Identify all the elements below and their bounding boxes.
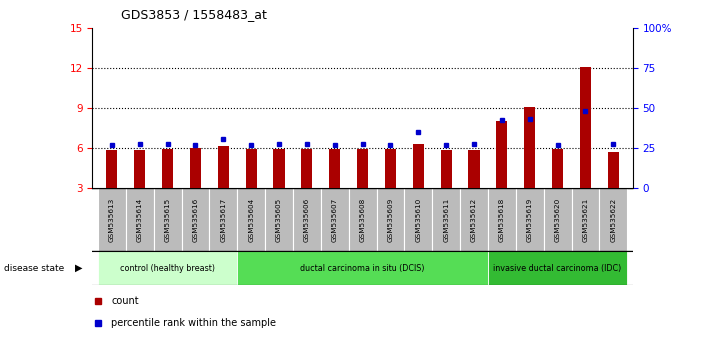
Bar	[460, 188, 488, 251]
Text: GSM535613: GSM535613	[109, 198, 115, 242]
Bar	[488, 188, 515, 251]
Text: GSM535608: GSM535608	[360, 198, 365, 242]
Bar	[321, 188, 348, 251]
Bar	[245, 149, 257, 188]
Text: GSM535621: GSM535621	[582, 198, 589, 242]
Text: GSM535605: GSM535605	[276, 198, 282, 242]
Bar	[190, 148, 201, 188]
Text: ductal carcinoma in situ (DCIS): ductal carcinoma in situ (DCIS)	[300, 264, 425, 273]
Bar	[329, 149, 341, 188]
Bar	[385, 149, 396, 188]
Bar	[348, 188, 377, 251]
Bar	[413, 144, 424, 188]
Text: percentile rank within the sample: percentile rank within the sample	[112, 318, 277, 328]
Text: GSM535618: GSM535618	[499, 198, 505, 242]
Text: ▶: ▶	[75, 263, 82, 273]
Bar	[162, 149, 173, 188]
Text: count: count	[112, 296, 139, 307]
Text: invasive ductal carcinoma (IDC): invasive ductal carcinoma (IDC)	[493, 264, 621, 273]
Bar	[210, 188, 237, 251]
Text: GSM535620: GSM535620	[555, 198, 560, 242]
Text: GSM535609: GSM535609	[387, 198, 393, 242]
Text: GSM535607: GSM535607	[332, 198, 338, 242]
Text: GSM535622: GSM535622	[610, 198, 616, 242]
Bar	[107, 150, 117, 188]
Bar	[469, 150, 480, 188]
Text: GSM535614: GSM535614	[137, 198, 143, 242]
Bar	[488, 251, 627, 285]
Bar	[496, 121, 508, 188]
Bar	[572, 188, 599, 251]
Bar	[134, 150, 145, 188]
Bar	[405, 188, 432, 251]
Bar	[608, 152, 619, 188]
Text: control (healthy breast): control (healthy breast)	[120, 264, 215, 273]
Text: GDS3853 / 1558483_at: GDS3853 / 1558483_at	[121, 8, 267, 21]
Bar	[432, 188, 460, 251]
Text: GSM535611: GSM535611	[443, 198, 449, 242]
Bar	[237, 188, 265, 251]
Bar	[377, 188, 405, 251]
Bar	[265, 188, 293, 251]
Bar	[293, 188, 321, 251]
Bar	[218, 147, 229, 188]
Bar	[154, 188, 181, 251]
Bar	[544, 188, 572, 251]
Bar	[98, 188, 126, 251]
Bar	[580, 67, 591, 188]
Bar	[98, 251, 237, 285]
Text: GSM535617: GSM535617	[220, 198, 226, 242]
Bar	[357, 149, 368, 188]
Text: GSM535610: GSM535610	[415, 198, 422, 242]
Bar	[181, 188, 210, 251]
Bar	[524, 107, 535, 188]
Bar	[515, 188, 544, 251]
Bar	[599, 188, 627, 251]
Bar	[237, 251, 488, 285]
Text: GSM535616: GSM535616	[193, 198, 198, 242]
Bar	[441, 150, 451, 188]
Text: GSM535612: GSM535612	[471, 198, 477, 242]
Bar	[552, 149, 563, 188]
Text: GSM535615: GSM535615	[165, 198, 171, 242]
Text: disease state: disease state	[4, 264, 64, 273]
Bar	[126, 188, 154, 251]
Text: GSM535606: GSM535606	[304, 198, 310, 242]
Bar	[274, 149, 284, 188]
Bar	[301, 149, 312, 188]
Text: GSM535604: GSM535604	[248, 198, 255, 242]
Text: GSM535619: GSM535619	[527, 198, 533, 242]
